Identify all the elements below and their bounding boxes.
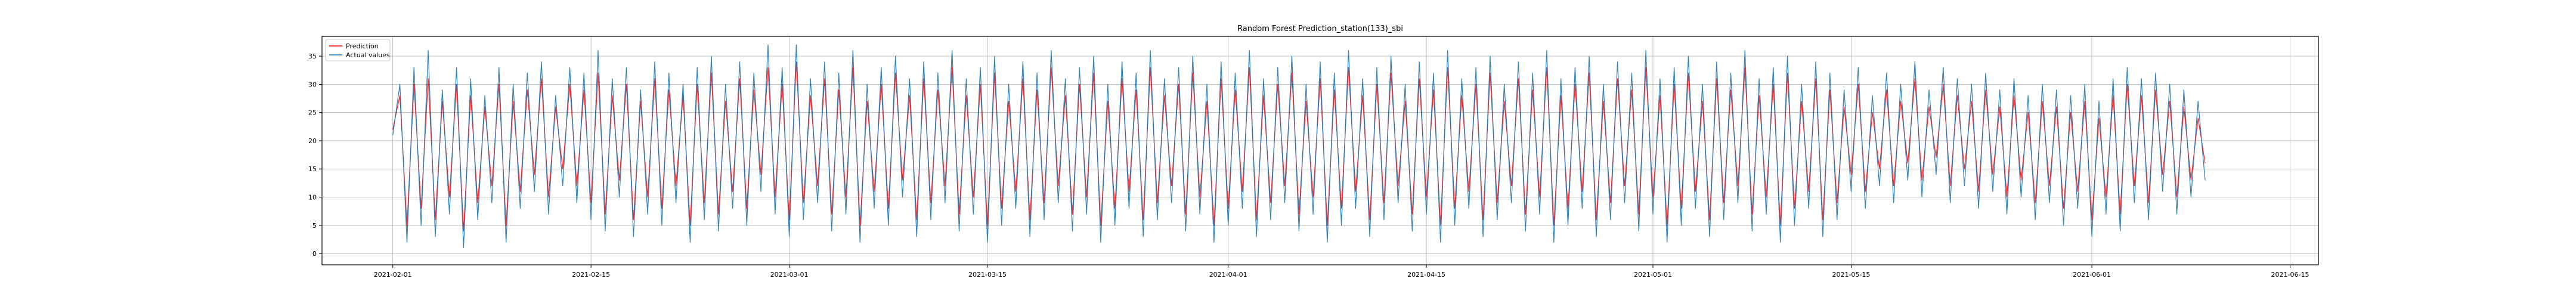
y-tick-label: 25 [308,109,317,117]
y-tick-label: 15 [308,165,317,173]
x-tick-label: 2021-03-15 [968,271,1007,279]
x-tick-label: 2021-04-01 [1209,271,1247,279]
chart-title: Random Forest Prediction_station(133)_sb… [1237,24,1403,33]
y-tick-label: 35 [308,52,317,60]
legend-label: Actual values [346,51,390,59]
legend-label: Prediction [346,42,379,50]
x-tick-label: 2021-05-15 [1832,271,1870,279]
x-tick-label: 2021-05-01 [1634,271,1672,279]
x-tick-label: 2021-04-15 [1407,271,1445,279]
x-tick-label: 2021-02-15 [572,271,610,279]
x-tick-label: 2021-02-01 [374,271,412,279]
y-tick-label: 10 [308,194,317,202]
series-layer [392,44,2206,249]
x-tick-label: 2021-06-15 [2271,271,2309,279]
y-tick-label: 5 [312,222,317,230]
legend-box [325,39,391,61]
axis-layer: 0 5 10 15 20 25 30 35 2021-02-01 2021-02-15 2021-0… [308,52,2309,279]
y-tick-label: 0 [312,250,317,258]
x-tick-label: 2021-03-01 [770,271,809,279]
plot-frame [321,36,2319,265]
x-tick-label: 2021-06-01 [2073,271,2111,279]
y-tick-label: 20 [308,137,317,145]
y-tick-label: 30 [308,81,317,88]
actual-values-line [392,44,2206,249]
